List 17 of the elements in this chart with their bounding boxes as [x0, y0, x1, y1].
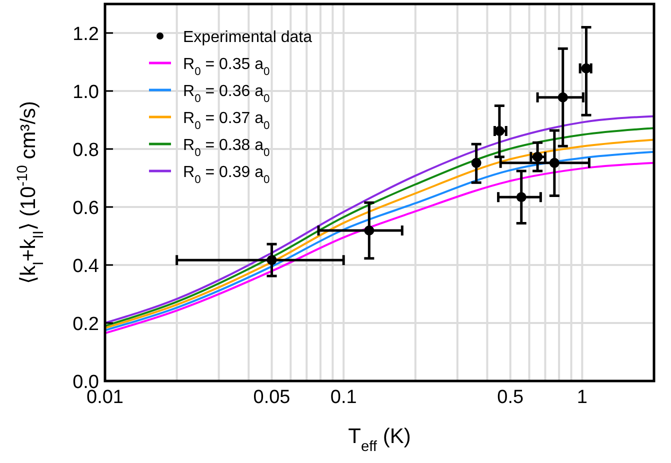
- legend-label: R$_{0}$ = 0.39 a$_{0}$: [183, 164, 270, 186]
- x-axis-title: T$_{eff}$ (K): [348, 425, 411, 455]
- x-tick-label: 0.5: [497, 387, 524, 408]
- x-tick-label: 0.05: [253, 387, 290, 408]
- y-tick-label: 0.4: [72, 256, 100, 277]
- legend-label: R$_{0}$ = 0.38 a$_{0}$: [183, 137, 270, 159]
- y-tick-label: 0.2: [72, 314, 99, 335]
- legend-label: Experimental data: [183, 29, 312, 46]
- x-tick-label: 0.1: [330, 387, 357, 408]
- legend-label: R$_{0}$ = 0.35 a$_{0}$: [183, 56, 270, 78]
- y-tick-label: 1.0: [72, 82, 99, 103]
- y-tick-label: 0.6: [72, 198, 99, 219]
- legend-label: R$_{0}$ = 0.36 a$_{0}$: [183, 83, 270, 105]
- y-tick-label: 0.8: [72, 140, 99, 161]
- legend-label: R$_{0}$ = 0.37 a$_{0}$: [183, 110, 270, 132]
- x-tick-label: 1: [576, 387, 588, 408]
- y-tick-label: 1.2: [72, 24, 99, 45]
